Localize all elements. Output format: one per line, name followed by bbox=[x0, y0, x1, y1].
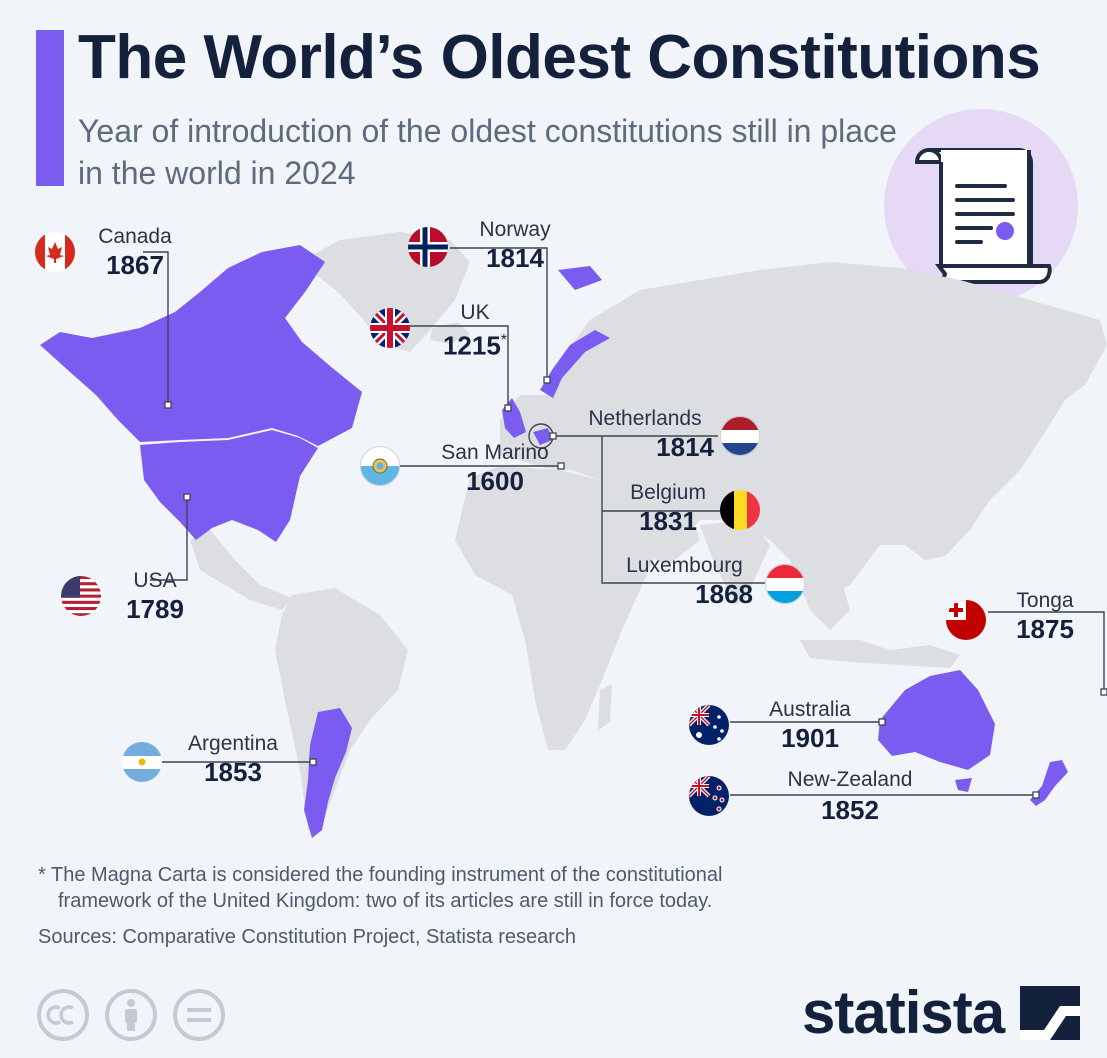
footnote-line-2: framework of the United Kingdom: two of … bbox=[58, 890, 713, 912]
year-value: 1600 bbox=[466, 466, 524, 496]
country-name: Norway bbox=[479, 218, 551, 241]
tonga-flag-icon bbox=[946, 600, 986, 640]
country-name: Belgium bbox=[630, 481, 706, 504]
label-usa: USA 1789 bbox=[110, 569, 200, 625]
argentina-flag-icon bbox=[122, 742, 162, 782]
document-scroll-icon bbox=[884, 109, 1078, 303]
canada-shape bbox=[40, 245, 362, 446]
label-argentina: Argentina 1853 bbox=[158, 732, 308, 788]
world-map bbox=[40, 232, 1107, 838]
leader-lines bbox=[143, 247, 1105, 796]
year-value: 1867 bbox=[106, 250, 164, 280]
australia-flag-icon bbox=[689, 705, 729, 745]
creative-commons-icon[interactable] bbox=[37, 989, 89, 1041]
year-value: 1789 bbox=[126, 594, 184, 624]
country-name: San Marino bbox=[441, 441, 549, 464]
label-san-marino: San Marino 1600 bbox=[400, 441, 590, 497]
country-name: Luxembourg bbox=[626, 554, 743, 577]
highlighted-countries bbox=[40, 245, 1068, 838]
norway-shape bbox=[540, 330, 610, 398]
label-belgium: Belgium 1831 bbox=[616, 481, 720, 537]
label-uk: UK 1215* bbox=[425, 301, 525, 362]
location-markers bbox=[164, 376, 1107, 799]
year-value: 1853 bbox=[204, 757, 262, 787]
country-name: Tonga bbox=[1016, 589, 1074, 612]
belgium-flag-icon bbox=[720, 490, 760, 530]
statista-logo-text[interactable]: statista bbox=[802, 979, 1005, 1046]
country-name: Netherlands bbox=[588, 407, 702, 430]
usa-shape bbox=[140, 430, 318, 542]
footnote: * The Magna Carta is considered the foun… bbox=[38, 862, 722, 914]
country-name: Argentina bbox=[188, 732, 278, 755]
uk-flag-icon bbox=[370, 308, 410, 348]
canada-flag-icon bbox=[35, 232, 75, 272]
year-value: 1852 bbox=[821, 795, 879, 825]
country-name: New-Zealand bbox=[787, 768, 913, 791]
statista-logo-icon bbox=[1020, 986, 1080, 1040]
new-zealand-shape bbox=[1030, 760, 1068, 806]
san-marino-flag-icon bbox=[360, 446, 400, 486]
label-norway: Norway 1814 bbox=[455, 218, 575, 274]
country-name: USA bbox=[133, 569, 177, 592]
year-value: 1901 bbox=[781, 723, 839, 753]
year-value: 1868 bbox=[695, 579, 753, 609]
argentina-shape bbox=[304, 708, 352, 838]
year-value: 1831 bbox=[639, 506, 697, 536]
usa-flag-icon bbox=[61, 576, 101, 616]
country-name: Australia bbox=[769, 698, 851, 721]
license-icons bbox=[37, 989, 225, 1041]
title-accent-bar bbox=[36, 30, 64, 186]
benelux-shape bbox=[533, 428, 552, 445]
country-name: Canada bbox=[98, 225, 172, 248]
country-name: UK bbox=[460, 301, 490, 324]
footnote-line-1: * The Magna Carta is considered the foun… bbox=[38, 864, 723, 886]
new-zealand-flag-icon bbox=[689, 776, 729, 816]
year-value: 1814 bbox=[486, 243, 544, 273]
attribution-icon[interactable] bbox=[105, 989, 157, 1041]
label-new-zealand: New-Zealand 1852 bbox=[770, 768, 930, 826]
year-value: 1875 bbox=[1016, 614, 1074, 644]
sources: Sources: Comparative Constitution Projec… bbox=[38, 926, 577, 948]
year-value: 1814 bbox=[656, 432, 714, 462]
year-value: 1215* bbox=[442, 330, 508, 361]
label-australia: Australia 1901 bbox=[735, 698, 885, 754]
chart-subtitle: Year of introduction of the oldest const… bbox=[78, 113, 897, 191]
label-canada: Canada 1867 bbox=[80, 225, 190, 281]
chart-title: The World’s Oldest Constitutions bbox=[78, 23, 1041, 92]
label-netherlands: Netherlands 1814 bbox=[572, 407, 718, 463]
luxembourg-flag-icon bbox=[765, 564, 805, 604]
label-tonga: Tonga 1875 bbox=[995, 589, 1095, 645]
no-derivatives-icon[interactable] bbox=[173, 989, 225, 1041]
label-luxembourg: Luxembourg 1868 bbox=[612, 554, 757, 610]
norway-flag-icon bbox=[408, 227, 448, 267]
australia-shape bbox=[878, 670, 995, 770]
netherlands-flag-icon bbox=[720, 416, 760, 456]
